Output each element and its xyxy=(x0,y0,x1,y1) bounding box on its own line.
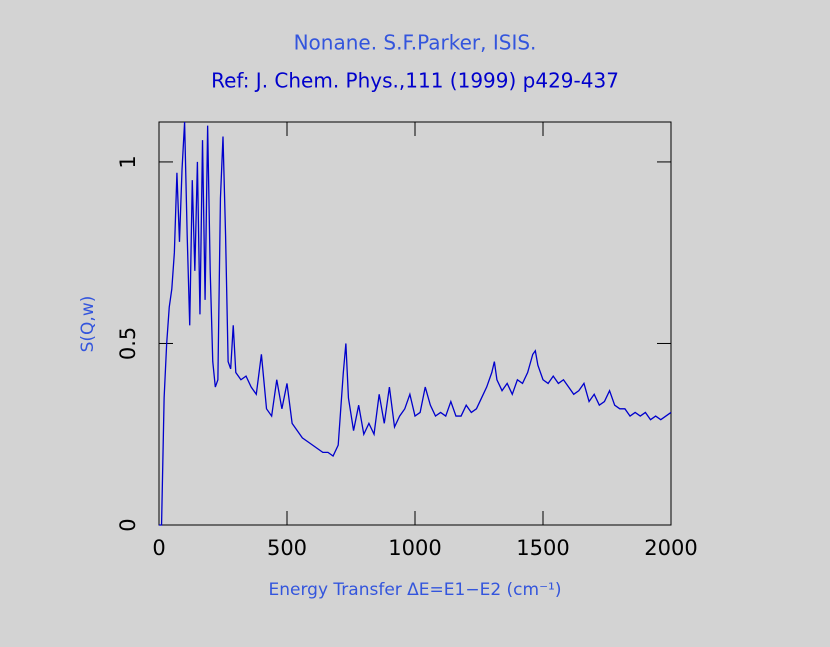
x-tick-label: 2000 xyxy=(644,536,697,560)
x-tick-label: 1500 xyxy=(516,536,569,560)
chart-subtitle: Ref: J. Chem. Phys.,111 (1999) p429-437 xyxy=(211,69,619,93)
y-tick-label: 0 xyxy=(116,518,140,531)
y-tick-label: 0.5 xyxy=(116,327,140,360)
x-tick-label: 500 xyxy=(267,536,307,560)
data-line xyxy=(159,121,672,526)
x-tick-label: 0 xyxy=(152,536,165,560)
x-tick-label: 1000 xyxy=(388,536,441,560)
x-axis-label: Energy Transfer ΔE=E1−E2 (cm⁻¹) xyxy=(268,580,561,600)
y-axis-label: S(Q,w) xyxy=(78,296,98,353)
y-tick-label: 1 xyxy=(116,155,140,168)
chart-title: Nonane. S.F.Parker, ISIS. xyxy=(294,31,537,55)
